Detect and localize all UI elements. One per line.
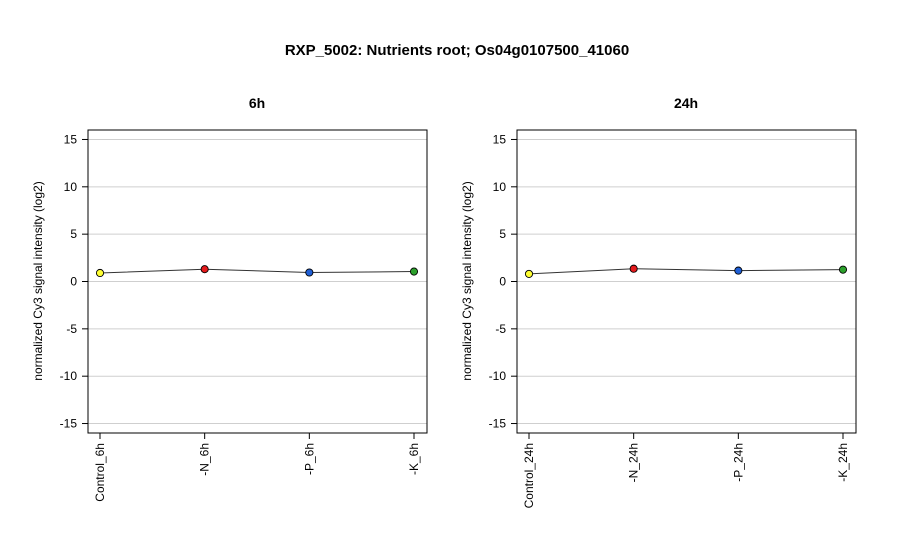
y-tick-label: 5 <box>70 227 77 241</box>
series-line <box>99 268 415 274</box>
x-tick-label: -N_6h <box>198 443 212 476</box>
data-point <box>95 268 105 278</box>
y-tick-label: -5 <box>66 322 77 336</box>
data-point <box>305 268 314 277</box>
panel-6h: 6h normalized Cy3 signal intensity (log2… <box>31 95 428 502</box>
y-tick-label: 15 <box>64 132 78 146</box>
series-line <box>528 268 844 275</box>
x-tick-label: -K_24h <box>836 443 850 482</box>
y-tick-label: 10 <box>64 180 78 194</box>
x-tick-label: Control_6h <box>93 443 107 502</box>
data-point <box>524 269 534 278</box>
data-point <box>838 265 848 274</box>
data-point <box>409 267 419 276</box>
data-point <box>734 266 743 275</box>
x-tick-label: -P_6h <box>302 443 316 475</box>
y-axis-label: normalized Cy3 signal intensity (log2) <box>31 181 45 380</box>
y-axis-label: normalized Cy3 signal intensity (log2) <box>460 181 474 380</box>
panel-24h: 24h normalized Cy3 signal intensity (log… <box>460 95 857 508</box>
y-tick-label: -15 <box>489 417 507 431</box>
data-point <box>629 264 638 273</box>
y-tick-label: 10 <box>493 180 507 194</box>
y-tick-label: 5 <box>499 227 506 241</box>
y-tick-label: 0 <box>499 275 506 289</box>
x-tick-label: -K_6h <box>407 443 421 475</box>
y-tick-label: -5 <box>495 322 506 336</box>
y-tick-label: -10 <box>489 369 507 383</box>
panel-title: 24h <box>674 95 698 111</box>
y-tick-label: 0 <box>70 275 77 289</box>
y-tick-label: 15 <box>493 132 507 146</box>
panel-title: 6h <box>249 95 265 111</box>
x-tick-label: Control_24h <box>522 443 536 508</box>
x-tick-label: -P_24h <box>731 443 745 482</box>
data-point <box>200 265 209 274</box>
x-tick-label: -N_24h <box>627 443 641 482</box>
figure-title: RXP_5002: Nutrients root; Os04g0107500_4… <box>285 42 629 59</box>
y-tick-label: -15 <box>60 417 78 431</box>
y-tick-label: -10 <box>60 369 78 383</box>
